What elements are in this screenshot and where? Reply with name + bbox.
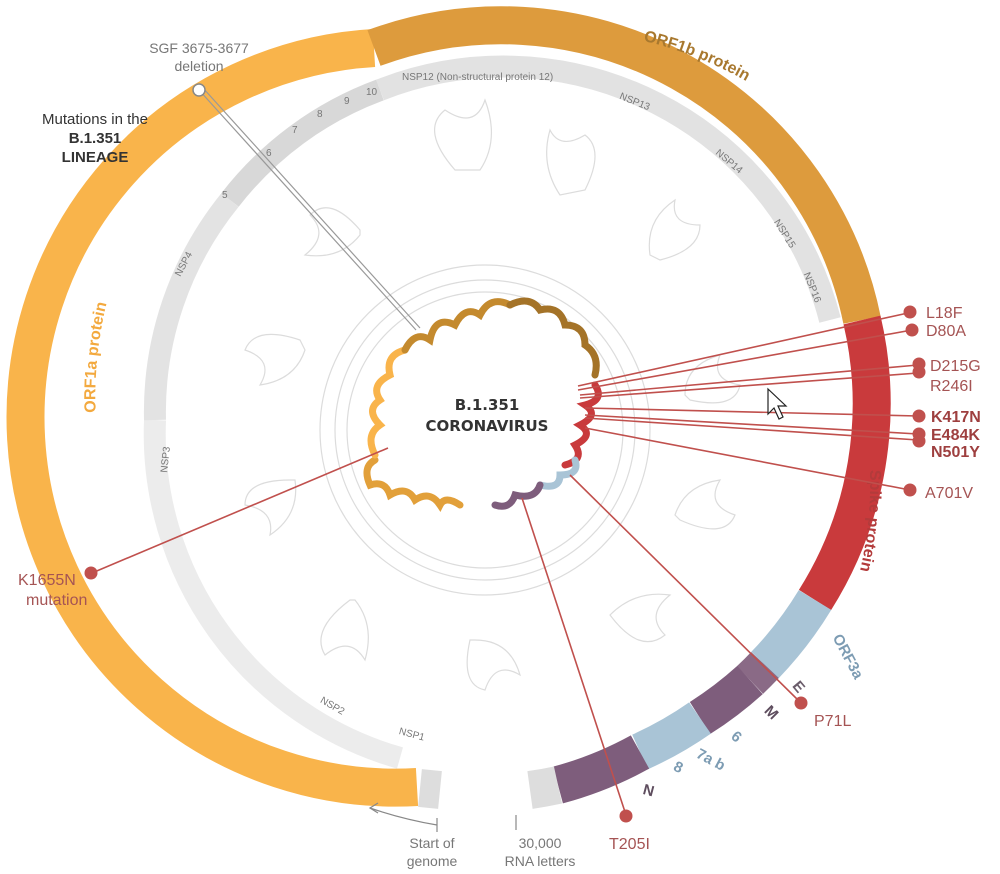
mut-k1655n-sub: mutation bbox=[26, 592, 87, 609]
orf-678-band bbox=[631, 702, 711, 770]
dot-t205i bbox=[619, 809, 633, 823]
dot-p71l bbox=[794, 696, 808, 710]
n-band bbox=[552, 735, 650, 804]
virus-illustration bbox=[244, 98, 741, 691]
mut-n501y: N501Y bbox=[931, 444, 980, 461]
m-label: M bbox=[761, 702, 782, 723]
dot-a701v bbox=[903, 483, 917, 497]
mutation-dots bbox=[84, 305, 926, 823]
mut-k417n: K417N bbox=[931, 409, 981, 426]
nsp6-label: 6 bbox=[266, 148, 272, 159]
mut-t205i: T205I bbox=[609, 836, 650, 853]
center-line1: B.1.351 bbox=[455, 396, 520, 414]
dot-d80a bbox=[905, 323, 919, 337]
rna-coil bbox=[363, 297, 602, 512]
orf1a-label: ORF1a protein bbox=[82, 300, 110, 413]
title-lineage-word: LINEAGE bbox=[62, 149, 129, 166]
genome-ring bbox=[6, 6, 891, 809]
nsp3-label: NSP3 bbox=[159, 446, 173, 474]
n-label: N bbox=[641, 781, 656, 800]
mut-d215g: D215G bbox=[930, 358, 981, 375]
mut-l18f: L18F bbox=[926, 305, 963, 322]
orf1a-band bbox=[6, 29, 419, 807]
dot-n501y bbox=[912, 434, 926, 448]
start-cap bbox=[418, 769, 442, 809]
dot-k1655n bbox=[84, 566, 98, 580]
mut-e484k: E484K bbox=[931, 427, 980, 444]
nsp5-label: 5 bbox=[222, 190, 228, 201]
mut-k1655n: K1655N bbox=[18, 572, 76, 589]
mutation-lines bbox=[91, 312, 919, 816]
mut-p71l: P71L bbox=[814, 713, 851, 730]
tail-band bbox=[527, 766, 563, 809]
rna-line2: RNA letters bbox=[505, 853, 576, 869]
orf3a-label: ORF3a bbox=[829, 631, 867, 682]
nsp8-label: 8 bbox=[317, 109, 323, 120]
center-line2: CORONAVIRUS bbox=[426, 417, 549, 435]
dot-k417n bbox=[912, 409, 926, 423]
nsp7-label: 7 bbox=[292, 125, 298, 136]
mut-d80a: D80A bbox=[926, 323, 966, 340]
e-band bbox=[736, 651, 779, 694]
orf3a-band bbox=[751, 589, 832, 679]
sgf-line2: deletion bbox=[174, 58, 223, 74]
orf6-label: 6 bbox=[728, 728, 745, 746]
title-intro: Mutations in the bbox=[42, 111, 148, 128]
orf7ab-label: 7a b bbox=[693, 745, 727, 774]
m-band bbox=[689, 665, 763, 735]
nsp9-label: 9 bbox=[344, 96, 350, 107]
dot-r246i bbox=[912, 365, 926, 379]
mouse-cursor-icon bbox=[767, 387, 788, 420]
orf1b-band bbox=[367, 6, 881, 324]
nsp1-label: NSP1 bbox=[398, 726, 427, 743]
mut-a701v: A701V bbox=[925, 485, 973, 502]
sgf-line bbox=[198, 87, 421, 331]
nsp-ring bbox=[143, 55, 841, 769]
start-line1: Start of bbox=[409, 835, 454, 851]
start-line2: genome bbox=[407, 853, 458, 869]
rna-line1: 30,000 bbox=[519, 835, 562, 851]
dot-l18f bbox=[903, 305, 917, 319]
nsp12-label: NSP12 (Non-structural protein 12) bbox=[402, 72, 553, 83]
mut-r246i: R246I bbox=[930, 378, 973, 395]
sgf-line1: SGF 3675-3677 bbox=[149, 40, 249, 56]
sgf-marker bbox=[192, 83, 206, 97]
nsp10-label: 10 bbox=[366, 87, 378, 98]
spike-band bbox=[798, 315, 891, 611]
start-arrow bbox=[368, 802, 517, 832]
title-lineage: B.1.351 bbox=[69, 130, 122, 147]
orf8-label: 8 bbox=[671, 758, 686, 777]
